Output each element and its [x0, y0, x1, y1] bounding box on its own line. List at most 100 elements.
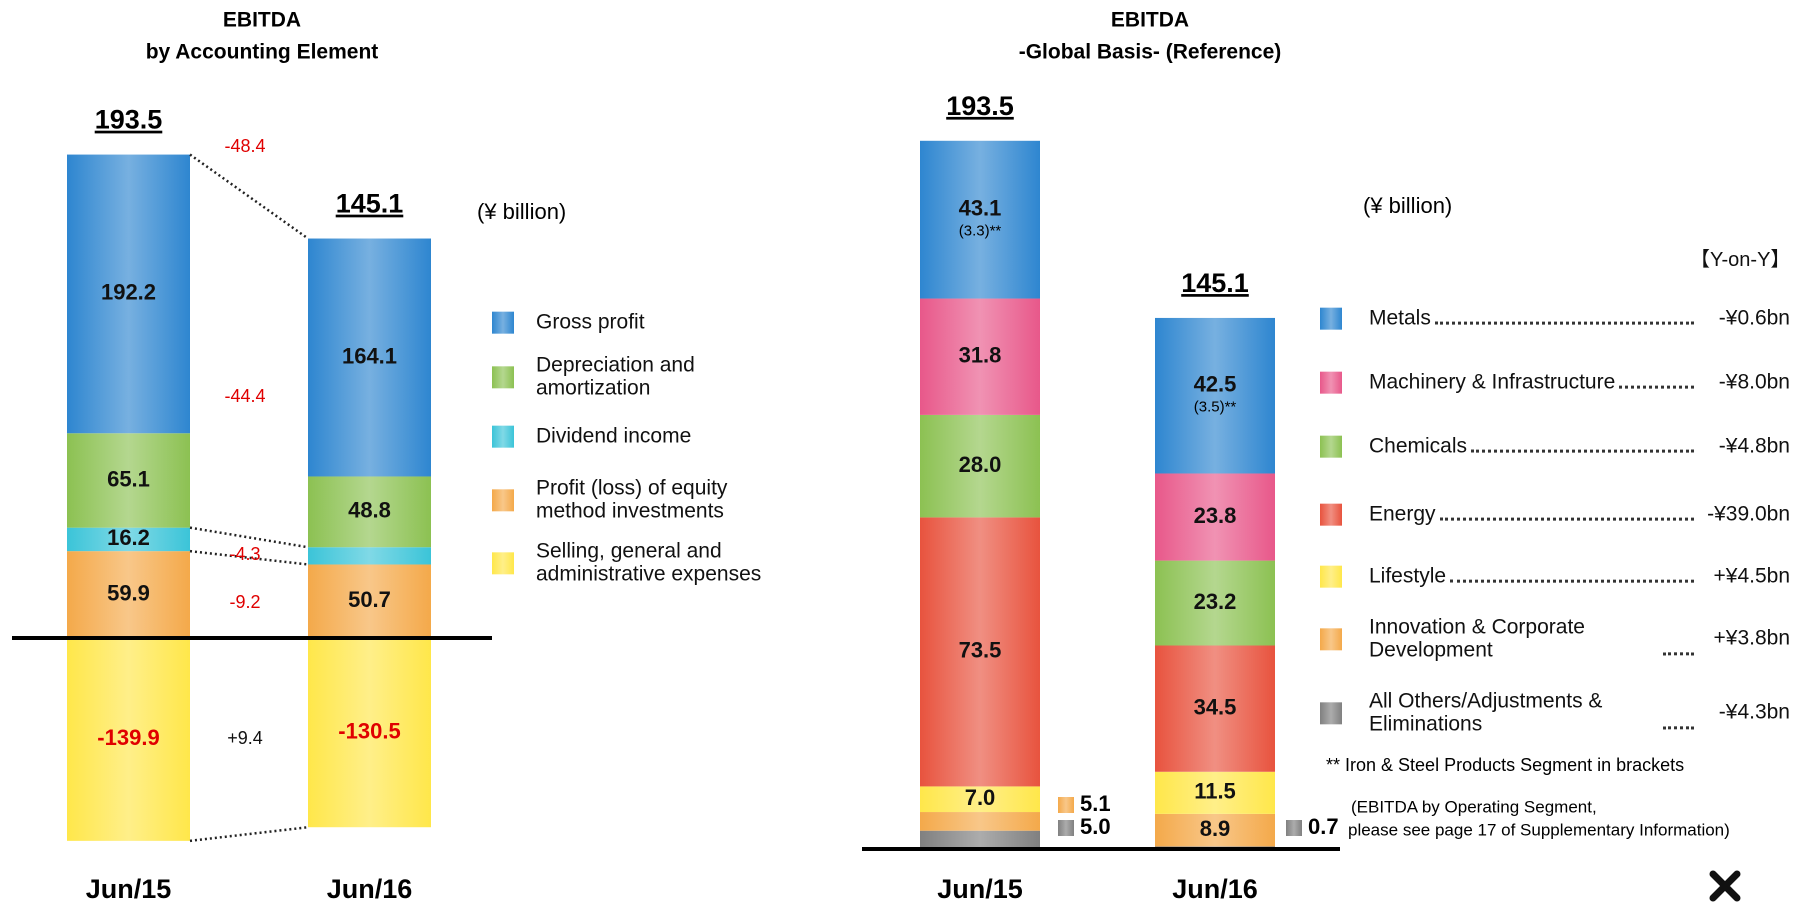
data-label: 0.7 — [1308, 814, 1339, 839]
legend-item: Innovation & Corporate Development +¥3.8b… — [1320, 615, 1791, 661]
change-label: -48.4 — [224, 136, 265, 156]
legend-item: Depreciation and amortization — [492, 353, 801, 399]
data-label: 5.1 — [1080, 791, 1111, 816]
bar-segment — [1155, 317, 1275, 474]
legend-label: Chemicals — [1369, 434, 1468, 458]
small-marker — [1286, 820, 1302, 836]
legend-label: Gross profit — [536, 310, 645, 334]
cross-icon — [1709, 870, 1741, 902]
unit-label: (¥ billion) — [1363, 193, 1452, 218]
bar-segment — [308, 638, 431, 828]
legend-swatch — [1320, 371, 1342, 394]
legend-swatch — [492, 366, 514, 388]
data-label: 23.2 — [1194, 589, 1237, 614]
legend-yoy: +¥3.8bn — [1713, 626, 1791, 650]
legend-item: Gross profit — [492, 310, 801, 335]
category-label: Jun/16 — [1172, 874, 1258, 903]
unit-label: (¥ billion) — [477, 199, 566, 224]
legend-leader — [1663, 652, 1694, 656]
bar-segment — [1155, 645, 1275, 772]
data-label: 7.0 — [965, 785, 996, 810]
small-marker — [1058, 820, 1074, 836]
bar-segment — [308, 547, 431, 565]
data-label: 42.5 — [1194, 372, 1237, 397]
legend-leader — [1434, 321, 1694, 325]
data-label: 48.8 — [348, 498, 391, 523]
data-label: 31.8 — [959, 343, 1002, 368]
data-label: 192.2 — [101, 280, 156, 305]
legend-swatch — [1320, 565, 1342, 588]
legend-item: Selling, general and administrative expe… — [492, 539, 801, 585]
data-label: 23.8 — [1194, 503, 1237, 528]
total-label: 145.1 — [1181, 268, 1249, 298]
total-label: 193.5 — [95, 105, 163, 135]
data-label: 16.2 — [107, 525, 150, 550]
legend-item: All Others/Adjustments & Eliminations -¥4… — [1320, 689, 1790, 735]
bar-segment — [920, 812, 1040, 831]
legend-yoy: -¥8.0bn — [1718, 370, 1790, 394]
legend-label: Dividend income — [536, 424, 692, 448]
data-label: 8.9 — [1200, 816, 1231, 841]
footnote: please see page 17 of Supplementary Info… — [1348, 820, 1730, 839]
legend-leader — [1471, 449, 1694, 453]
data-label: 11.5 — [1194, 779, 1236, 804]
data-label: 59.9 — [107, 580, 150, 605]
legend-item: Chemicals -¥4.8bn — [1320, 434, 1790, 459]
connector — [189, 825, 309, 843]
category-label: Jun/15 — [86, 874, 172, 903]
data-label: 50.7 — [348, 587, 391, 612]
chart-subtitle: -Global Basis- (Reference) — [1019, 41, 1282, 64]
bar-segment — [67, 638, 190, 841]
change-label: -9.2 — [229, 592, 260, 612]
legend-item: Lifestyle +¥4.5bn — [1320, 564, 1791, 589]
legend-item: Profit (loss) of equity method investmen… — [492, 476, 801, 522]
legend-swatch — [492, 552, 514, 574]
legend-label: Metals — [1369, 306, 1431, 330]
chart-title: EBITDA — [1111, 9, 1189, 32]
legend-label: Lifestyle — [1369, 564, 1447, 588]
footnote: ** Iron & Steel Products Segment in brac… — [1326, 755, 1684, 775]
legend-swatch — [1320, 702, 1342, 724]
legend-swatch — [1320, 628, 1342, 650]
legend-item: Metals -¥0.6bn — [1320, 306, 1790, 331]
data-label: 28.0 — [959, 452, 1002, 477]
legend-swatch — [1320, 503, 1342, 526]
legend-label: Innovation & Corporate Development — [1369, 615, 1585, 661]
bar-segment — [920, 517, 1040, 787]
data-note: (3.5)** — [1194, 399, 1237, 416]
change-label: -44.4 — [224, 386, 265, 406]
footnote: (EBITDA by Operating Segment, — [1351, 797, 1597, 816]
bar-segment — [308, 476, 431, 548]
data-label: 73.5 — [959, 638, 1002, 663]
data-label: 65.1 — [107, 466, 150, 491]
data-label: 164.1 — [342, 343, 397, 368]
category-label: Jun/16 — [327, 874, 413, 903]
bar-segment — [920, 140, 1040, 299]
bar-segment — [920, 830, 1040, 849]
legend-swatch — [1320, 435, 1342, 458]
bar-segment — [67, 433, 190, 528]
connector — [189, 153, 309, 240]
change-label: -4.3 — [229, 544, 260, 564]
yoy-header: 【Y-on-Y】 — [1690, 249, 1791, 271]
legend-label: Depreciation and amortization — [536, 353, 695, 399]
legend-item: Machinery & Infrastructure -¥8.0bn — [1320, 370, 1790, 395]
legend-yoy: -¥4.3bn — [1718, 700, 1790, 724]
legend-label: Machinery & Infrastructure — [1369, 370, 1616, 394]
legend-item: Dividend income — [492, 424, 801, 449]
bar-segment — [1155, 560, 1275, 646]
bar-segment — [1155, 473, 1275, 561]
bar-segment — [1155, 771, 1275, 814]
legend-swatch — [1320, 307, 1342, 330]
total-label: 145.1 — [336, 189, 404, 219]
bar-segment — [67, 551, 190, 638]
legend-yoy: +¥4.5bn — [1713, 564, 1791, 588]
bar-segment — [308, 238, 431, 477]
bar-segment — [920, 786, 1040, 813]
data-label: -139.9 — [97, 725, 159, 750]
data-note: (3.3)** — [959, 223, 1002, 240]
legend-yoy: -¥39.0bn — [1707, 502, 1790, 526]
legend-swatch — [492, 425, 514, 448]
